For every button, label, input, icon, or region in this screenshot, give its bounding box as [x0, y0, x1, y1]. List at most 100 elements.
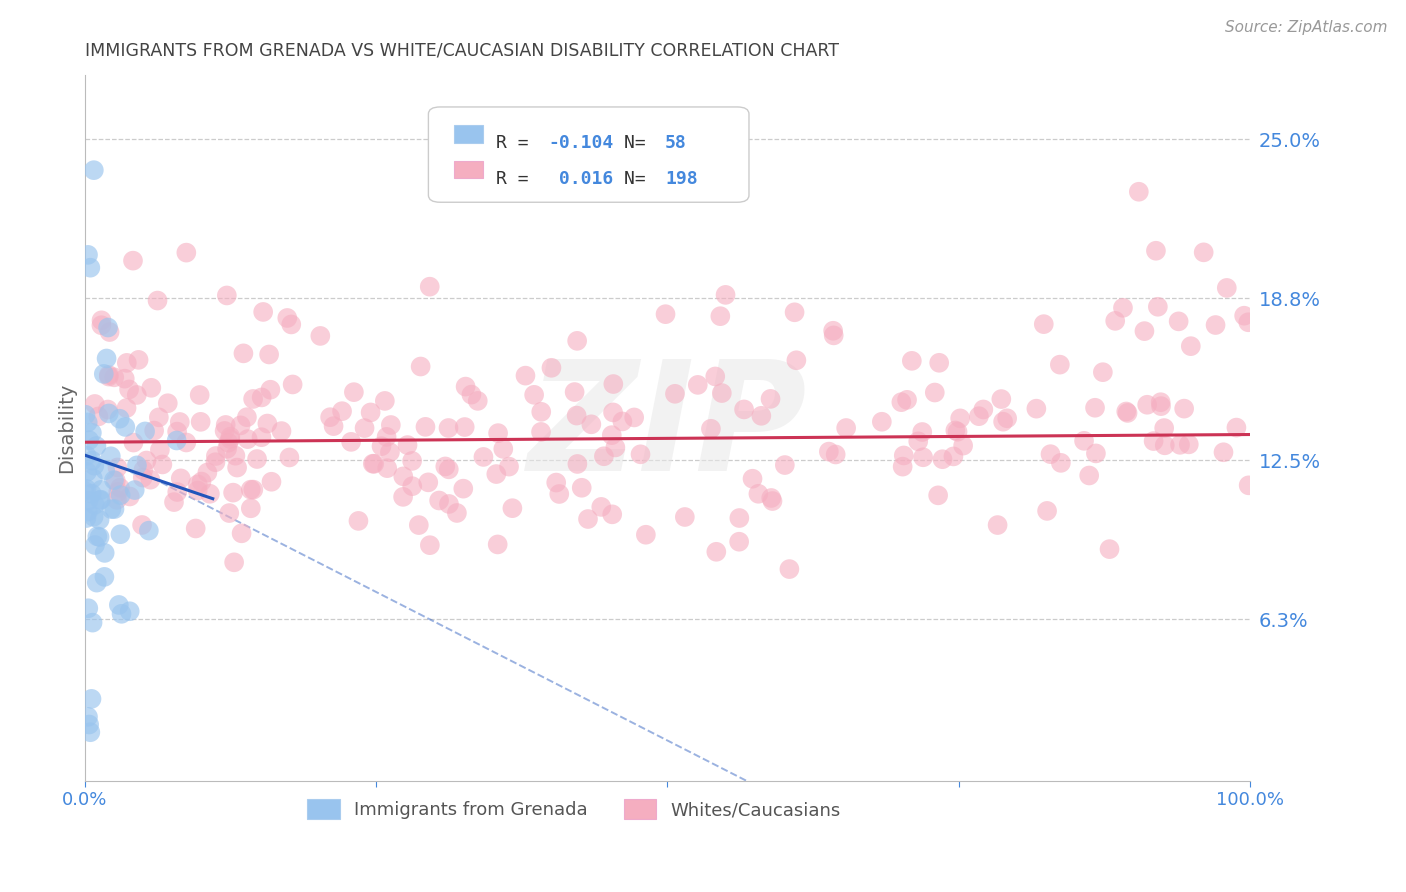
- Point: [600, 508, 623, 522]
- Point: [87, 409, 110, 424]
- Point: [224, 449, 246, 463]
- Point: [163, 495, 186, 509]
- Point: [82, 615, 104, 630]
- Point: [1050, 456, 1073, 470]
- Point: [83, 509, 105, 524]
- Point: [217, 442, 239, 456]
- Point: [1036, 504, 1059, 518]
- Point: [322, 419, 344, 434]
- Point: [204, 455, 226, 469]
- Point: [927, 488, 949, 502]
- Point: [1173, 401, 1195, 416]
- Point: [605, 441, 627, 455]
- Point: [565, 334, 588, 348]
- Point: [77, 433, 100, 447]
- Point: [260, 475, 283, 489]
- Point: [115, 401, 138, 415]
- Point: [741, 472, 763, 486]
- Point: [1116, 406, 1139, 420]
- Point: [1104, 314, 1126, 328]
- Point: [219, 432, 242, 446]
- Point: [709, 309, 731, 323]
- Point: [472, 450, 495, 464]
- FancyBboxPatch shape: [429, 107, 749, 202]
- Point: [1212, 445, 1234, 459]
- Point: [103, 502, 125, 516]
- Point: [785, 353, 807, 368]
- Point: [86, 575, 108, 590]
- Point: [141, 381, 163, 395]
- Point: [132, 470, 155, 484]
- Point: [380, 417, 402, 432]
- Point: [90, 313, 112, 327]
- Point: [76, 465, 98, 479]
- Point: [139, 473, 162, 487]
- Point: [454, 379, 477, 393]
- Point: [198, 487, 221, 501]
- Point: [1084, 401, 1107, 415]
- Point: [1192, 245, 1215, 260]
- Point: [1144, 244, 1167, 258]
- Point: [252, 305, 274, 319]
- Point: [486, 537, 509, 551]
- Point: [86, 529, 108, 543]
- Point: [419, 279, 441, 293]
- Point: [1039, 447, 1062, 461]
- Point: [374, 393, 396, 408]
- Point: [187, 477, 209, 491]
- Point: [630, 447, 652, 461]
- Point: [131, 518, 153, 533]
- Point: [108, 481, 131, 495]
- Point: [1084, 446, 1107, 460]
- Point: [86, 439, 108, 453]
- Point: [1180, 339, 1202, 353]
- Text: Source: ZipAtlas.com: Source: ZipAtlas.com: [1225, 20, 1388, 35]
- Point: [110, 488, 132, 502]
- Point: [134, 425, 156, 439]
- Point: [1136, 398, 1159, 412]
- Point: [823, 328, 845, 343]
- Point: [928, 356, 950, 370]
- Point: [83, 163, 105, 178]
- Point: [97, 320, 120, 334]
- Point: [90, 318, 112, 333]
- Point: [446, 506, 468, 520]
- Point: [733, 402, 755, 417]
- Point: [226, 460, 249, 475]
- Point: [581, 417, 603, 432]
- Point: [104, 474, 127, 488]
- Point: [623, 410, 645, 425]
- Point: [231, 526, 253, 541]
- Point: [486, 426, 509, 441]
- Point: [93, 546, 115, 560]
- Point: [187, 483, 209, 498]
- Point: [89, 530, 111, 544]
- Point: [250, 391, 273, 405]
- Point: [103, 370, 125, 384]
- Point: [967, 409, 990, 424]
- Point: [1153, 421, 1175, 435]
- Point: [97, 406, 120, 420]
- Point: [125, 458, 148, 473]
- Point: [125, 388, 148, 402]
- Point: [673, 510, 696, 524]
- Point: [434, 459, 457, 474]
- Point: [215, 417, 238, 432]
- Text: R =: R =: [496, 169, 540, 188]
- Point: [360, 405, 382, 419]
- Point: [224, 555, 246, 569]
- Point: [1167, 314, 1189, 328]
- Point: [942, 450, 965, 464]
- Text: R =: R =: [496, 135, 540, 153]
- Text: 0.016: 0.016: [548, 169, 614, 188]
- Point: [704, 545, 727, 559]
- Point: [80, 453, 103, 467]
- Point: [214, 424, 236, 438]
- Point: [361, 457, 384, 471]
- Point: [783, 305, 806, 319]
- Point: [437, 497, 460, 511]
- Point: [197, 466, 219, 480]
- Point: [110, 607, 132, 621]
- Point: [118, 490, 141, 504]
- Point: [548, 487, 571, 501]
